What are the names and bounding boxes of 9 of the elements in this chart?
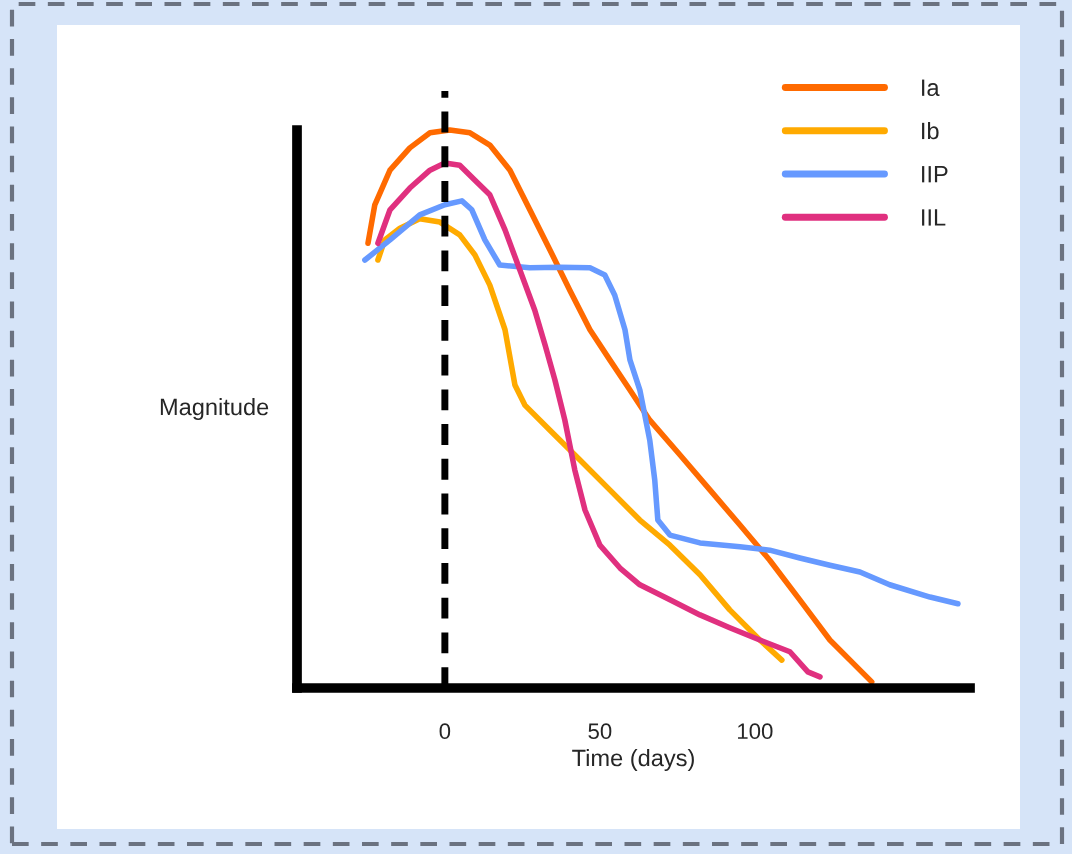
x-tick-label: 100 — [738, 723, 773, 740]
legend-label: IIL — [922, 209, 946, 226]
x-tick-label: 0 — [439, 723, 451, 740]
x-axis-title: Time (days) — [572, 748, 694, 771]
legend-label: Ib — [922, 121, 939, 140]
y-axis-title: Magnitude — [160, 397, 269, 421]
legend-label: IIP — [922, 166, 948, 183]
legend-label: Ia — [922, 79, 940, 97]
x-tick-label: 50 — [588, 723, 612, 740]
